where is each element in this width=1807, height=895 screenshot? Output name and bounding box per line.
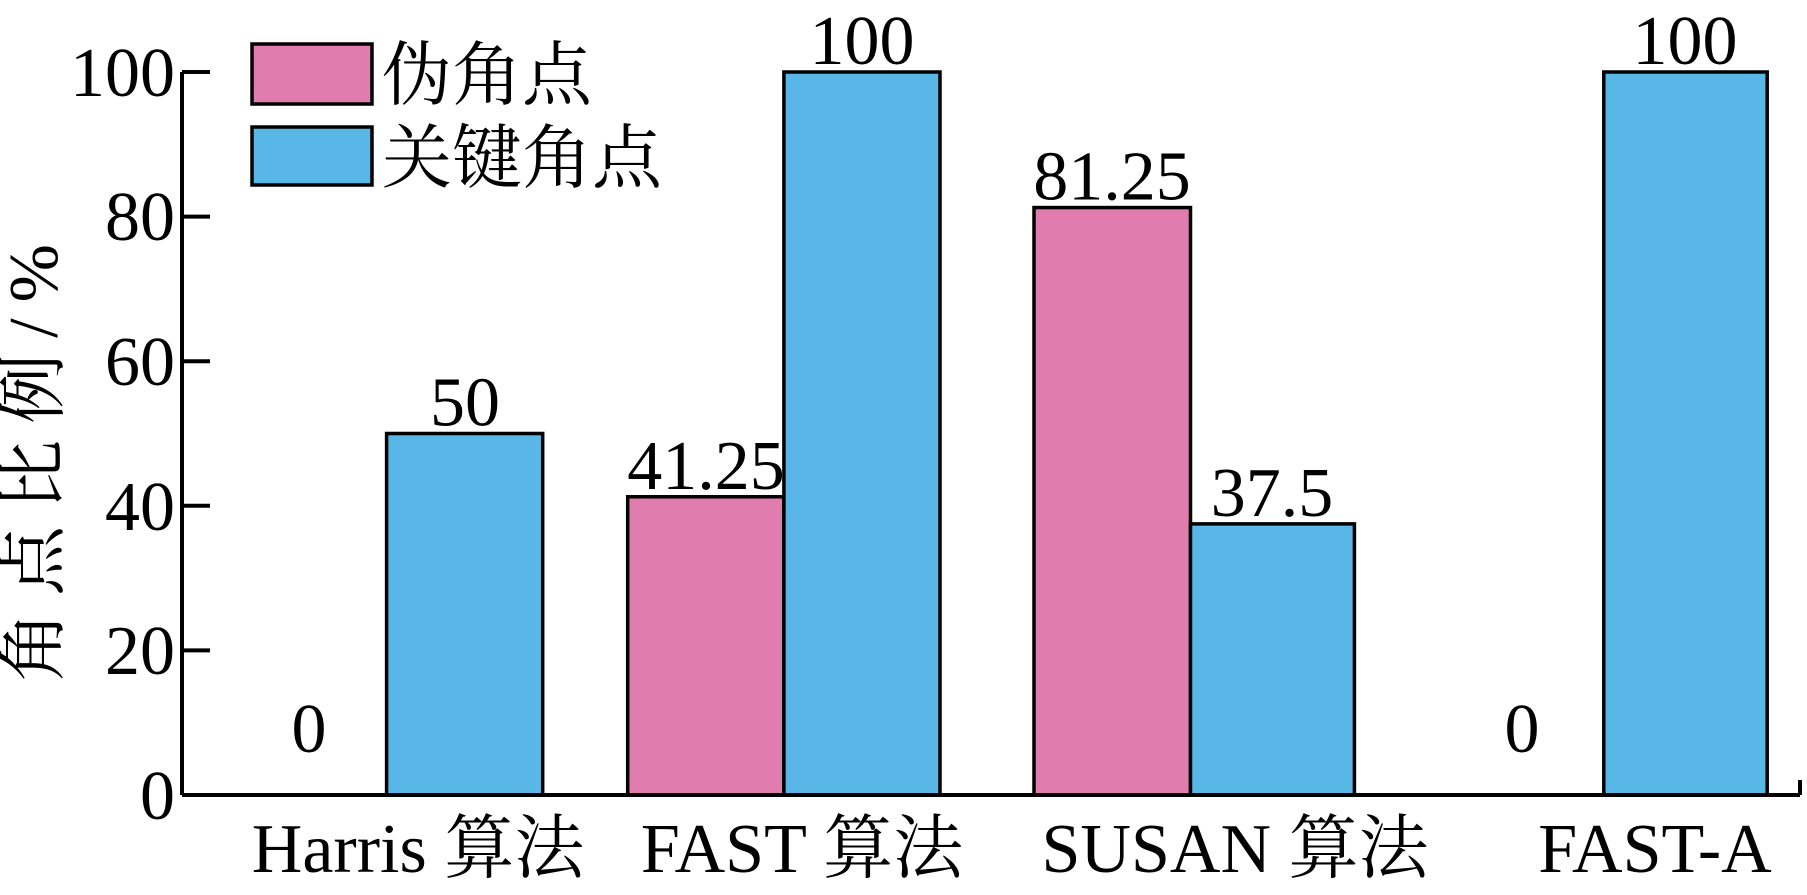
svg-text:100: 100 (1633, 3, 1738, 80)
svg-text:角点比例/%: 角点比例/% (0, 228, 73, 682)
svg-text:100: 100 (810, 3, 915, 80)
svg-text:0: 0 (1505, 691, 1540, 768)
svg-text:Harris 算法: Harris 算法 (252, 811, 585, 888)
svg-text:50: 50 (430, 365, 500, 442)
svg-text:SUSAN 算法: SUSAN 算法 (1041, 811, 1429, 888)
svg-text:37.5: 37.5 (1211, 455, 1334, 532)
svg-text:40: 40 (105, 469, 175, 546)
svg-text:FAST-A: FAST-A (1538, 811, 1772, 888)
svg-text:FAST 算法: FAST 算法 (641, 811, 964, 888)
svg-text:100: 100 (70, 35, 175, 112)
svg-text:0: 0 (292, 691, 327, 768)
svg-text:80: 80 (105, 179, 175, 256)
svg-text:伪角点: 伪角点 (382, 38, 594, 115)
svg-text:81.25: 81.25 (1033, 139, 1191, 216)
svg-text:20: 20 (105, 613, 175, 690)
svg-text:0: 0 (140, 758, 175, 835)
svg-text:关键角点: 关键角点 (382, 121, 664, 198)
svg-text:41.25: 41.25 (627, 428, 785, 505)
svg-text:60: 60 (105, 324, 175, 401)
